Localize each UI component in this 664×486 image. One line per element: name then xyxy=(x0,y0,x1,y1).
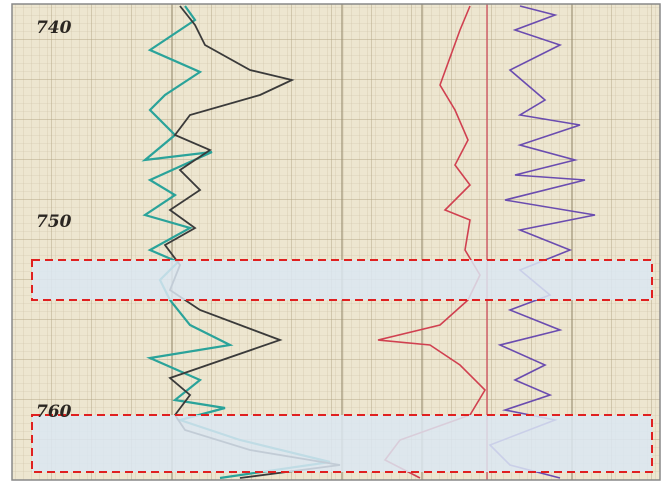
well-log-scan: 740 750 760 xyxy=(0,0,664,486)
page: 740 750 760 (() => { const data = JSON.p… xyxy=(0,0,664,486)
coarse-grid xyxy=(12,4,660,480)
depth-label: 750 xyxy=(36,212,72,232)
depth-label: 760 xyxy=(36,402,72,422)
depth-label: 740 xyxy=(36,18,72,38)
